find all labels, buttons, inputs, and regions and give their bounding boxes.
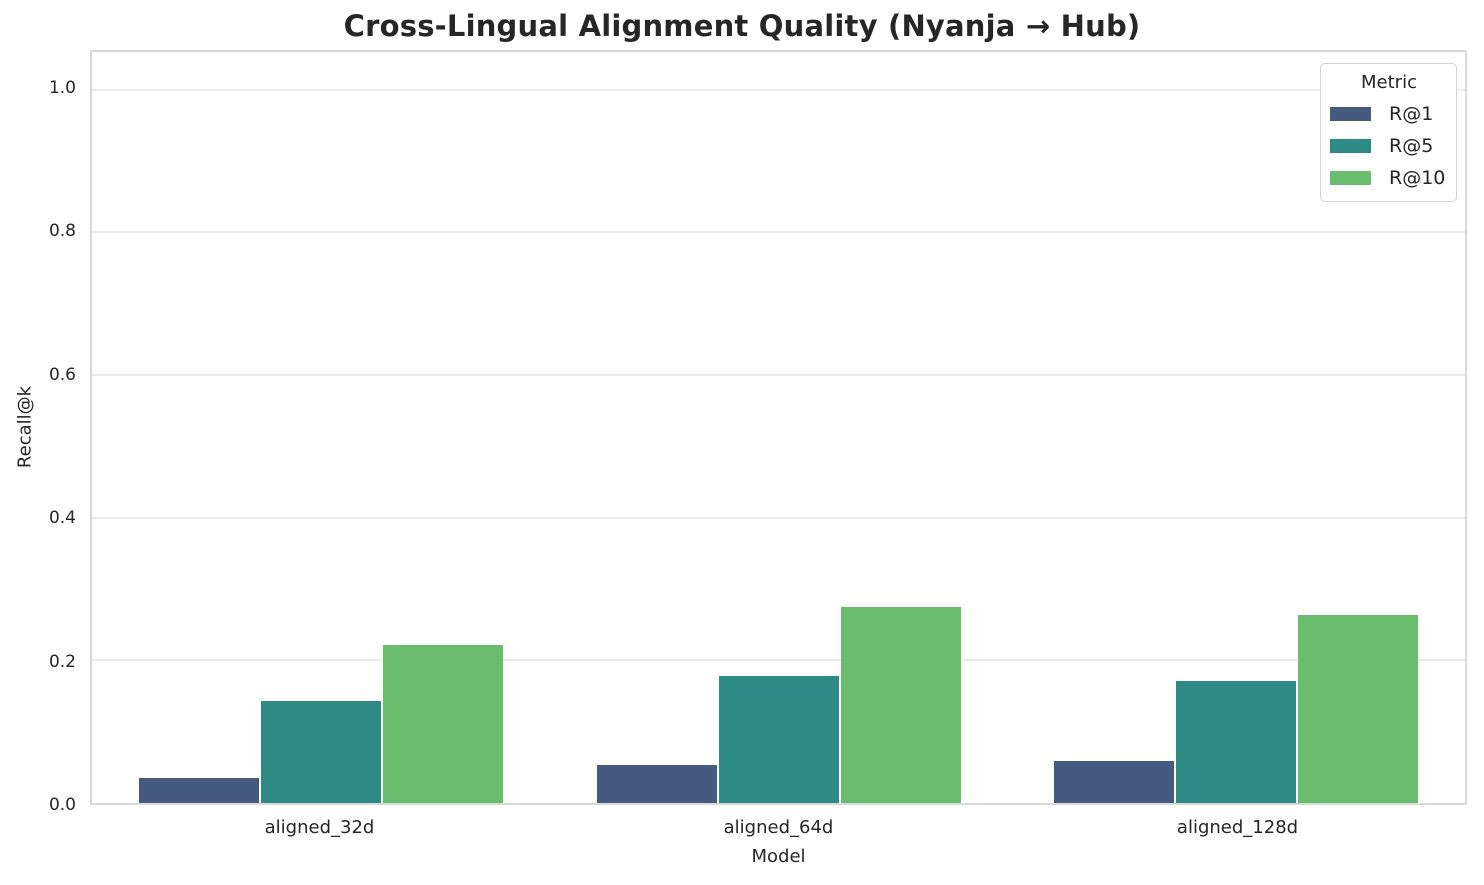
y-tick-label: 0.4 <box>48 508 76 529</box>
legend-title: Metric <box>1361 72 1417 93</box>
x-axis-label: Model <box>751 846 806 867</box>
y-tick-label: 0.6 <box>48 364 76 385</box>
gridline <box>92 659 1465 662</box>
legend: Metric R@1 R@5 R@10 <box>1320 63 1457 202</box>
y-tick-label: 0.8 <box>48 221 76 242</box>
gridline <box>92 88 1465 91</box>
legend-entry-R@5: R@5 <box>1330 135 1448 157</box>
y-axis-ticks: 0.0 0.2 0.4 0.6 0.8 1.0 <box>0 50 76 815</box>
x-tick-label-aligned_128d: aligned_128d <box>1176 817 1299 838</box>
legend-entry-label: R@1 <box>1389 103 1434 125</box>
legend-entries: R@1 R@5 R@10 <box>1330 103 1448 189</box>
bar-aligned_32d-R@10 <box>382 645 503 803</box>
chart-title: Cross-Lingual Alignment Quality (Nyanja … <box>343 9 1141 43</box>
bar-aligned_64d-R@1 <box>596 764 717 803</box>
bar-aligned_128d-R@5 <box>1176 681 1297 803</box>
legend-swatch-icon <box>1330 107 1371 121</box>
x-tick-label-aligned_64d: aligned_64d <box>723 817 834 838</box>
bar-aligned_64d-R@10 <box>840 606 961 803</box>
bar-aligned_64d-R@5 <box>718 676 839 803</box>
legend-entry-R@1: R@1 <box>1330 103 1448 125</box>
y-tick-label: 0.2 <box>48 651 76 672</box>
x-axis-ticks: aligned_32d aligned_64d aligned_128d <box>90 817 1467 838</box>
bar-aligned_32d-R@5 <box>260 701 381 803</box>
legend-entry-R@10: R@10 <box>1330 167 1448 189</box>
bar-groups <box>92 52 1465 803</box>
bar-aligned_32d-R@1 <box>138 778 259 803</box>
legend-entry-label: R@5 <box>1389 135 1434 157</box>
y-tick-label: 0.0 <box>48 795 76 815</box>
gridline <box>92 516 1465 519</box>
gridline <box>92 231 1465 234</box>
bar-group-aligned_64d <box>550 52 1008 803</box>
gridlines <box>92 52 1465 803</box>
legend-swatch-icon <box>1330 139 1371 153</box>
y-tick-label: 1.0 <box>48 78 76 99</box>
bar-aligned_128d-R@1 <box>1054 760 1175 803</box>
plot-area: Metric R@1 R@5 R@10 <box>90 50 1467 805</box>
legend-swatch-icon <box>1330 171 1371 185</box>
gridline <box>92 374 1465 377</box>
y-axis-label: Recall@k <box>14 385 36 469</box>
bar-group-aligned_128d <box>1007 52 1465 803</box>
legend-entry-label: R@10 <box>1389 167 1446 189</box>
bar-group-aligned_32d <box>92 52 550 803</box>
x-tick-label-aligned_32d: aligned_32d <box>264 817 375 838</box>
bar-aligned_128d-R@10 <box>1298 615 1419 803</box>
